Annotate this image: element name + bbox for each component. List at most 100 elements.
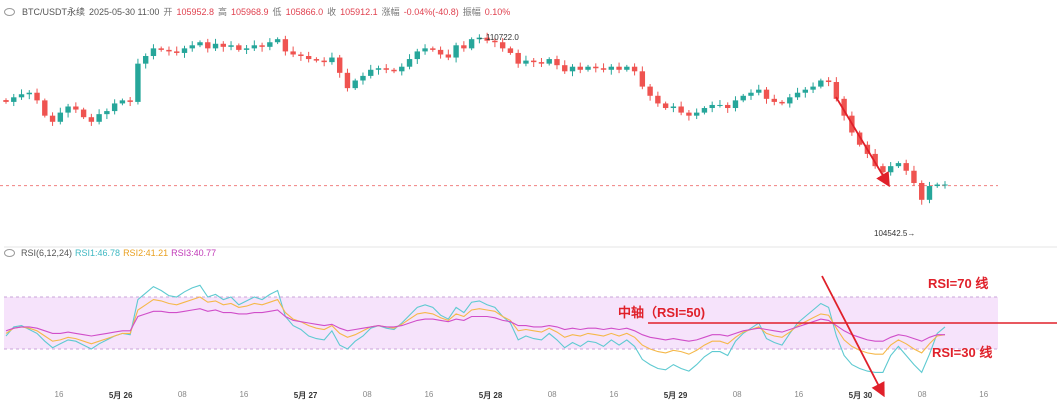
datetime-label: 2025-05-30 11:00 (89, 6, 160, 17)
rsi-series-2 (5, 296, 946, 355)
candle (336, 57, 343, 73)
high-label: 高 (217, 7, 227, 17)
candle (329, 57, 335, 63)
rsi-trend-arrow (821, 275, 885, 398)
candle (531, 60, 537, 63)
high-price-marker: ←110722.0 (478, 33, 519, 42)
candle (616, 66, 622, 70)
candle (608, 66, 615, 70)
candle (903, 163, 909, 171)
rsi-info-bar: RSI(6,12,24) RSI1:46.78 RSI2:41.21 RSI3:… (4, 248, 216, 258)
candle (174, 51, 180, 53)
candle (135, 63, 141, 102)
candle (80, 109, 87, 118)
candle (484, 37, 490, 41)
time-axis-label: 08 (177, 390, 187, 399)
low-label: 低 (272, 7, 282, 17)
candle (321, 60, 327, 63)
candle (259, 45, 265, 47)
candle (430, 48, 436, 50)
candle (593, 66, 599, 69)
candle (399, 66, 405, 72)
candle (748, 92, 754, 96)
candle (841, 98, 847, 116)
candle (461, 45, 467, 49)
rsi3-value: RSI3:40.77 (171, 248, 217, 258)
candle (42, 100, 48, 116)
candle (756, 89, 762, 93)
candle (639, 71, 646, 87)
candle (104, 111, 110, 115)
rsi-name[interactable]: RSI(6,12,24) (21, 248, 73, 258)
candle (422, 48, 428, 52)
candle (383, 68, 389, 70)
candle (794, 92, 801, 98)
candle (251, 45, 258, 49)
amplitude-value: 0.10% (484, 6, 511, 17)
candle (569, 66, 576, 72)
candle (212, 43, 219, 49)
candle (763, 89, 770, 99)
candle (127, 100, 133, 102)
candle (523, 60, 529, 64)
candle (887, 166, 894, 173)
time-axis-label: 16 (424, 390, 434, 399)
candle (942, 184, 948, 186)
close-value: 105912.1 (340, 6, 378, 17)
candle (26, 92, 32, 95)
candle (600, 68, 607, 70)
candle (313, 59, 320, 61)
candle (631, 66, 638, 72)
candle (647, 86, 653, 96)
candle (911, 170, 917, 183)
rsi30-annotation: RSI=30 线 (932, 345, 993, 360)
visibility-icon[interactable] (4, 7, 15, 16)
low-price-marker: 104542.5→ (874, 229, 916, 238)
open-label: 开 (163, 7, 173, 17)
amplitude-label: 振幅 (462, 7, 481, 17)
candle (57, 112, 64, 122)
candle (11, 97, 17, 102)
candle (96, 114, 102, 122)
candle (507, 48, 514, 53)
candle (686, 112, 692, 116)
low-value: 105866.0 (285, 6, 324, 17)
rsi-series-1 (5, 284, 946, 374)
time-axis-label: 08 (547, 390, 557, 399)
candle (34, 92, 40, 101)
candle (717, 104, 723, 106)
candle (368, 69, 374, 76)
candle (499, 42, 506, 49)
time-axis-label: 16 (979, 390, 989, 399)
candle (158, 48, 164, 50)
change-label: 涨幅 (381, 7, 400, 17)
candle (274, 39, 281, 43)
time-axis-label: 08 (362, 390, 372, 399)
candle (655, 95, 661, 104)
symbol-label[interactable]: BTC/USDT永续 (22, 7, 86, 17)
close-label: 收 (327, 7, 337, 17)
candle (856, 132, 863, 145)
time-axis-label: 5月 27 (293, 391, 318, 400)
rsi-visibility-icon[interactable] (4, 249, 15, 257)
rsi2-value: RSI2:41.21 (123, 248, 169, 258)
candle (934, 184, 940, 187)
candle (267, 42, 273, 47)
candle (872, 153, 878, 167)
candle (740, 95, 746, 101)
candle (181, 48, 188, 53)
candle (236, 45, 242, 50)
candle (468, 39, 475, 49)
time-axis-label: 16 (609, 390, 619, 399)
candle (290, 51, 296, 55)
high-value: 105968.9 (231, 6, 269, 17)
candle (810, 86, 816, 90)
time-axis-label: 5月 30 (848, 391, 873, 400)
candle (189, 45, 195, 49)
candle (802, 89, 809, 93)
candle (360, 75, 366, 81)
candle (414, 51, 420, 60)
